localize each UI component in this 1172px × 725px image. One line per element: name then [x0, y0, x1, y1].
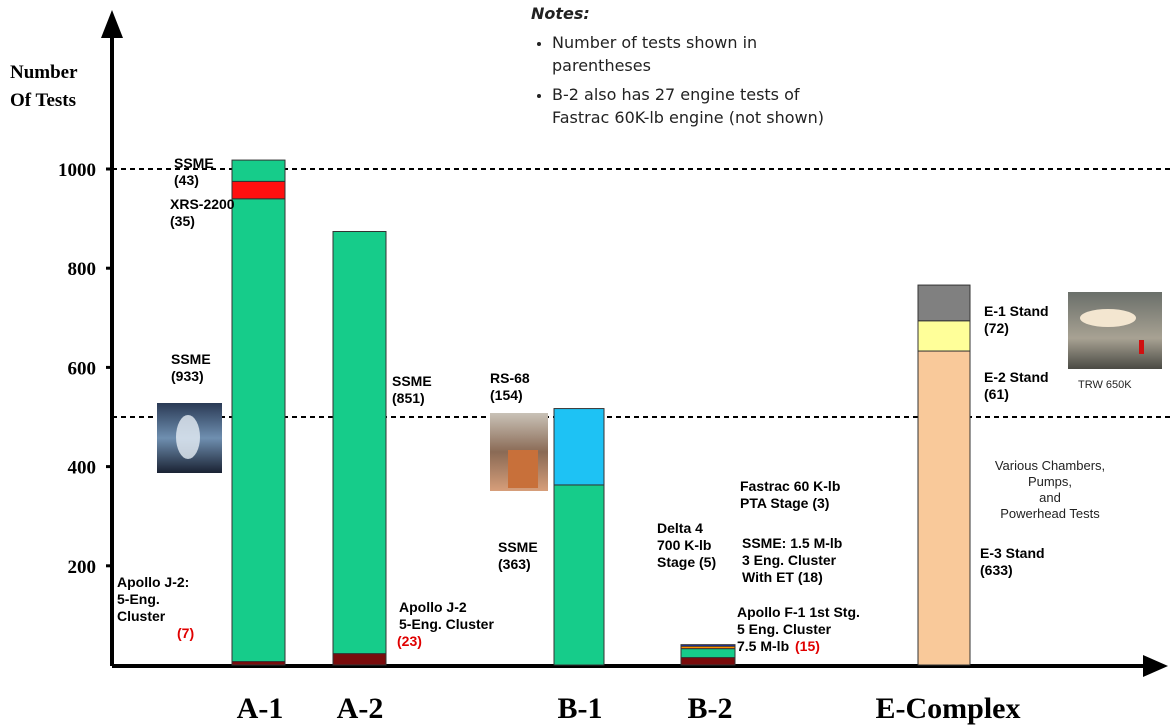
y-axis-label: Number	[10, 62, 78, 83]
x-category-label: A-2	[337, 692, 384, 725]
bar-segment	[553, 484, 605, 666]
annotation-label: (61)	[984, 386, 1009, 402]
annotation-label: Various Chambers,	[995, 458, 1105, 473]
annotation-count: (7)	[177, 625, 194, 641]
notes-title: Notes:	[531, 4, 590, 23]
x-category-label: E-Complex	[876, 692, 1021, 725]
x-axis-arrow	[1143, 655, 1168, 677]
annotation-label: Apollo J-2:	[117, 574, 189, 590]
x-category-label: B-1	[558, 692, 603, 725]
rs68-engine-photo-detail	[508, 450, 538, 488]
bar-stack-b-1	[553, 408, 605, 666]
bar-segment	[917, 320, 971, 352]
annotation-label: 3 Eng. Cluster	[742, 552, 837, 568]
annotation-label: (43)	[174, 172, 199, 188]
bar-segment	[332, 230, 387, 655]
annotation-label: XRS-2200	[170, 196, 235, 212]
annotation-label: Apollo J-2	[399, 599, 467, 615]
annotation-label: (851)	[392, 390, 425, 406]
trw-650k-photo-plume	[1080, 309, 1136, 327]
x-category-label: B-2	[688, 692, 733, 725]
annotation-label: E-2 Stand	[984, 369, 1049, 385]
bar-segment	[680, 657, 736, 666]
bar-stack-b-2	[680, 644, 736, 666]
annotation-label: (633)	[980, 562, 1013, 578]
annotation-label: 700 K-lb	[657, 537, 711, 553]
y-tick-label: 400	[68, 458, 97, 479]
annotation-label: Apollo F-1 1st Stg.	[737, 604, 860, 620]
y-tick-label: 1000	[58, 160, 96, 181]
y-axis-label: Of Tests	[10, 90, 76, 111]
annotation-label: and	[1039, 490, 1061, 505]
bar-stack-a-2	[332, 230, 387, 666]
bar-segment	[553, 408, 605, 486]
annotation-label: 5-Eng.	[117, 591, 160, 607]
bar-segment	[680, 648, 736, 659]
annotation-count: (23)	[397, 633, 422, 649]
annotation-label: SSME	[498, 539, 538, 555]
annotation-label: SSME	[171, 351, 211, 367]
y-tick-label: 600	[68, 358, 97, 379]
trw-650k-photo-light	[1139, 340, 1144, 354]
annotation-label: 7.5 M-lb	[737, 638, 789, 654]
annotation-label: (72)	[984, 320, 1009, 336]
notes-list: Number of tests shown in parentheses B-2…	[528, 31, 988, 129]
y-tick-label: 200	[68, 557, 97, 578]
bar-segment	[917, 284, 971, 322]
annotation-label: Stage (5)	[657, 554, 716, 570]
annotation-label: E-3 Stand	[980, 545, 1045, 561]
annotation-label: Powerhead Tests	[1000, 506, 1100, 521]
x-category-label: A-1	[237, 692, 284, 725]
annotation-label: SSME: 1.5 M-lb	[742, 535, 842, 551]
bar-segment	[231, 661, 286, 666]
y-axis-arrow	[101, 10, 123, 38]
annotation-label: RS-68	[490, 370, 530, 386]
annotation-label: (35)	[170, 213, 195, 229]
bar-stack-e-complex	[917, 284, 971, 666]
annotation-label: 5-Eng. Cluster	[399, 616, 494, 632]
annotation-label: TRW 650K	[1078, 379, 1132, 391]
annotation-label: (363)	[498, 556, 531, 572]
y-tick-label: 800	[68, 259, 97, 280]
annotation-label: Cluster	[117, 608, 166, 624]
annotation-label: PTA Stage (3)	[740, 495, 829, 511]
bar-segment	[680, 644, 736, 647]
annotation-label: (933)	[171, 368, 204, 384]
annotation-label: Delta 4	[657, 520, 703, 536]
annotation-label: Fastrac 60 K-lb	[740, 478, 840, 494]
annotation-label: E-1 Stand	[984, 303, 1049, 319]
annotation-label: Pumps,	[1028, 474, 1072, 489]
bar-segment	[231, 198, 286, 663]
annotation-label: SSME	[392, 373, 432, 389]
note-item: B-2 also has 27 engine tests of Fastrac …	[552, 83, 988, 129]
bar-segment	[231, 180, 286, 200]
annotation-label: With ET (18)	[742, 569, 823, 585]
note-item: Number of tests shown in parentheses	[552, 31, 988, 77]
annotation-label: 5 Eng. Cluster	[737, 621, 832, 637]
bar-segment	[917, 350, 971, 666]
trw-650k-photo	[1068, 292, 1162, 369]
bar-stack-a-1	[231, 159, 286, 666]
bar-segment	[231, 159, 286, 182]
annotation-label: (154)	[490, 387, 523, 403]
notes-box: Notes: Number of tests shown in parenthe…	[528, 4, 988, 135]
bar-segment	[332, 653, 387, 666]
ssme-engine-photo-detail	[176, 415, 200, 459]
annotation-label: SSME	[174, 155, 214, 171]
annotation-count: (15)	[795, 638, 820, 654]
